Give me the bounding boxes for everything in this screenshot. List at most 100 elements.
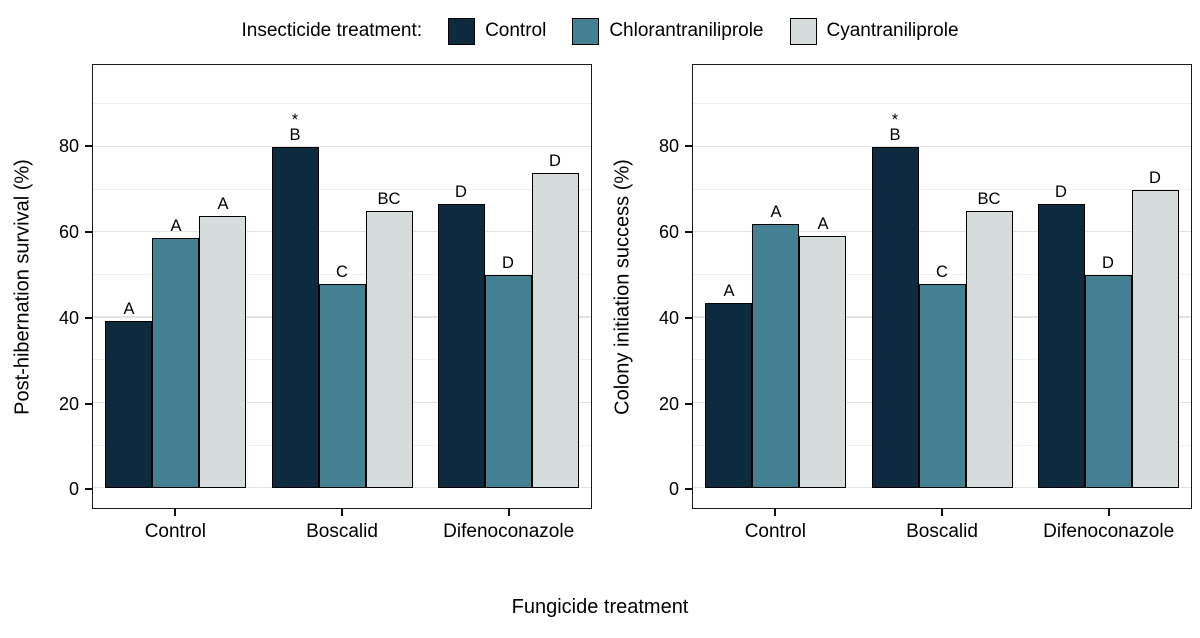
y-tick-label: 0 xyxy=(68,479,79,500)
minor-gridline xyxy=(693,188,1191,190)
x-tick-mark xyxy=(774,509,777,516)
significance-letter: D xyxy=(549,151,561,170)
bar xyxy=(271,146,319,489)
bar xyxy=(199,216,247,489)
x-tick-mark xyxy=(341,509,343,516)
legend-item-label: Chlorantraniliprole xyxy=(609,20,764,41)
bar xyxy=(531,172,579,489)
y-tick-mark xyxy=(685,402,692,405)
x-tick-mark xyxy=(174,509,177,516)
minor-gridline xyxy=(93,103,591,105)
y-tick-mark xyxy=(85,488,92,491)
y-tick-label: 20 xyxy=(658,393,679,414)
y-tick-mark xyxy=(685,231,692,234)
minor-gridline xyxy=(93,188,591,190)
y-tick-mark xyxy=(85,231,92,234)
x-tick-mark xyxy=(1107,509,1110,516)
legend-swatch-icon xyxy=(789,17,817,45)
bar xyxy=(437,203,485,489)
major-gridline xyxy=(693,145,1191,147)
y-axis: 0 20 40 60 80 xyxy=(638,64,692,509)
bar xyxy=(152,237,200,489)
x-tick-mark xyxy=(507,509,510,516)
significance-letter: A xyxy=(170,216,182,235)
bar xyxy=(705,302,753,489)
y-axis-title: Post-hibernation survival (%) xyxy=(11,158,34,415)
significance-letter: C xyxy=(936,262,948,281)
x-tick-label: Boscalid xyxy=(906,521,978,542)
significance-letter: A xyxy=(817,214,829,233)
legend-items: Control Chlorantraniliprole Cyantranilipro… xyxy=(448,17,959,45)
y-axis-title: Colony initiation success (%) xyxy=(611,158,634,415)
y-tick-label: 80 xyxy=(58,136,79,157)
legend-item: Control xyxy=(448,17,547,45)
y-tick-label: 80 xyxy=(658,136,679,157)
legend-item: Chlorantraniliprole xyxy=(572,17,764,45)
x-axis: Control Boscalid Difenoconazole xyxy=(92,509,592,551)
chart-panel-right: Colony initiation success (%) 0 20 40 60 80 … xyxy=(608,64,1192,551)
significance-letter: D xyxy=(1149,169,1161,188)
significance-letter: BC xyxy=(377,189,401,208)
x-axis: Control Boscalid Difenoconazole xyxy=(692,509,1192,551)
legend-item: Cyantraniliprole xyxy=(789,17,959,45)
bar xyxy=(1037,203,1085,489)
x-tick-label: Difenoconazole xyxy=(443,521,575,542)
bar xyxy=(318,283,366,489)
y-axis: 0 20 40 60 80 xyxy=(38,64,92,509)
bar xyxy=(1131,190,1179,489)
legend-title: Insecticide treatment: xyxy=(241,20,423,41)
y-axis-title-cell: Colony initiation success (%) xyxy=(608,64,638,509)
significance-letter: D xyxy=(455,182,467,201)
bar xyxy=(1084,274,1132,489)
y-tick-label: 0 xyxy=(668,479,679,500)
legend: Insecticide treatment: Control Chlorantra… xyxy=(0,8,1200,54)
y-tick-label: 40 xyxy=(658,307,679,328)
significance-letter: C xyxy=(336,262,348,281)
minor-gridline xyxy=(93,273,591,275)
plot-area: A A A * B C BC D D D xyxy=(692,64,1192,509)
bar xyxy=(484,274,532,489)
y-axis-title-cell: Post-hibernation survival (%) xyxy=(8,64,38,509)
significance-letter: A xyxy=(723,281,735,300)
bar xyxy=(965,210,1013,489)
legend-item-label: Cyantraniliprole xyxy=(826,20,959,41)
bar xyxy=(918,283,966,489)
major-gridline xyxy=(93,230,591,233)
x-axis-title: Fungicide treatment xyxy=(511,596,689,618)
legend-item-label: Control xyxy=(485,20,547,41)
chart-panel-left: Post-hibernation survival (%) 0 20 40 60 80 … xyxy=(8,64,592,551)
x-tick-label: Control xyxy=(744,521,806,542)
bar xyxy=(871,146,919,489)
y-tick-label: 20 xyxy=(58,393,79,414)
y-tick-mark xyxy=(85,402,92,405)
legend-swatch-icon xyxy=(448,17,476,45)
significance-letter: A xyxy=(123,299,135,318)
significance-letter: * B xyxy=(889,110,901,144)
bar xyxy=(105,320,153,489)
y-tick-label: 60 xyxy=(658,222,679,243)
major-gridline xyxy=(93,145,591,147)
significance-letter: * B xyxy=(289,110,301,144)
bar xyxy=(365,210,413,489)
x-tick-label: Control xyxy=(144,521,206,542)
bar xyxy=(752,223,800,489)
y-tick-mark xyxy=(85,145,92,148)
y-tick-label: 40 xyxy=(58,307,79,328)
x-tick-label: Difenoconazole xyxy=(1043,521,1175,542)
significance-letter: A xyxy=(217,195,229,214)
y-tick-mark xyxy=(85,316,92,319)
x-tick-label: Boscalid xyxy=(306,521,378,542)
y-tick-mark xyxy=(685,316,692,319)
minor-gridline xyxy=(693,103,1191,105)
figure: Insecticide treatment: Control Chlorantra… xyxy=(0,8,1200,638)
significance-letter: D xyxy=(1055,182,1067,201)
bar xyxy=(799,235,847,489)
charts-row: Post-hibernation survival (%) 0 20 40 60 80 … xyxy=(0,64,1200,551)
significance-letter: BC xyxy=(977,189,1001,208)
y-tick-mark xyxy=(685,145,692,148)
significance-letter: D xyxy=(1102,253,1114,272)
significance-letter: A xyxy=(770,202,782,221)
plot-area: A A A * B C BC D D D xyxy=(92,64,592,509)
minor-gridline xyxy=(693,273,1191,275)
legend-swatch-icon xyxy=(572,17,600,45)
